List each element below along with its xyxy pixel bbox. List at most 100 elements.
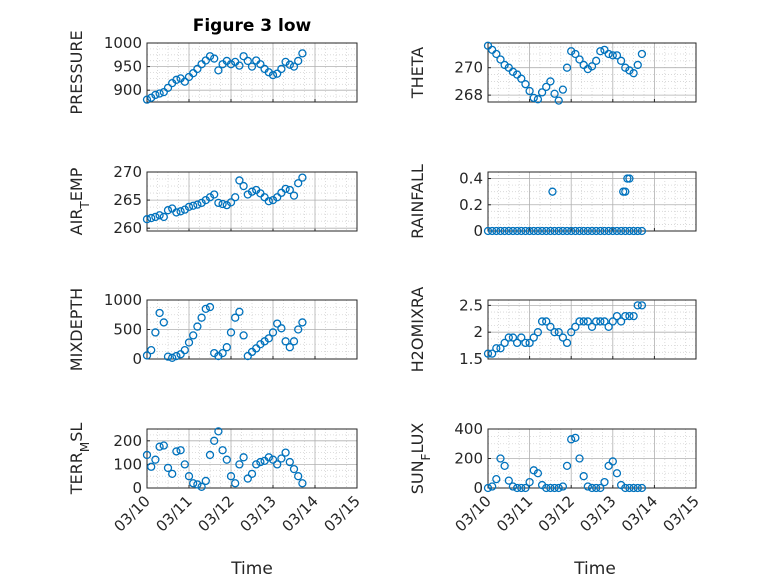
data-point <box>554 483 563 493</box>
data-point <box>596 226 605 236</box>
data-point <box>571 433 580 443</box>
data-point <box>500 60 509 70</box>
data-point <box>637 226 647 236</box>
data-point <box>583 482 592 491</box>
data-point <box>625 311 634 321</box>
y-axis-label-part: SL <box>67 423 86 442</box>
data-point <box>180 77 189 86</box>
subplot-2: 268 270 THETA <box>408 41 697 105</box>
data-point <box>147 345 156 355</box>
data-point <box>214 66 223 75</box>
data-point <box>488 349 497 358</box>
data-point <box>273 193 282 202</box>
data-point <box>163 83 173 92</box>
data-point <box>268 455 278 464</box>
y-tick-label: 260 <box>113 219 142 237</box>
data-point <box>633 60 642 70</box>
data-point <box>201 304 210 314</box>
data-point <box>189 201 198 210</box>
data-point <box>159 441 168 450</box>
data-point <box>235 460 244 469</box>
data-point <box>600 317 609 326</box>
data-point <box>629 69 638 78</box>
data-point <box>159 212 168 222</box>
data-point <box>222 455 231 464</box>
data-point <box>546 322 555 331</box>
y-axis-label-part: EMP <box>67 167 86 201</box>
y-tick-label: 100 <box>113 455 142 473</box>
plot-area <box>488 172 696 231</box>
data-point <box>243 56 252 66</box>
y-axis-label: THETA <box>408 47 427 99</box>
data-point <box>184 338 194 347</box>
data-point <box>483 41 493 50</box>
data-point <box>210 436 219 445</box>
data-point <box>504 476 513 485</box>
data-point <box>567 226 576 236</box>
data-point <box>637 301 647 310</box>
data-point <box>546 483 555 493</box>
data-point <box>239 181 248 191</box>
data-point <box>604 322 613 331</box>
y-axis-label-part: MIXDEPTH <box>67 288 86 371</box>
data-point <box>508 67 518 76</box>
data-point <box>608 51 617 60</box>
x-tick-label: 03/10 <box>452 492 495 535</box>
data-point <box>504 333 513 342</box>
data-point <box>492 226 501 236</box>
data-point <box>554 328 563 337</box>
data-point <box>142 450 152 460</box>
data-point <box>550 483 559 493</box>
data-point <box>205 52 215 61</box>
data-point <box>537 88 547 97</box>
data-point <box>277 454 286 463</box>
data-point <box>264 453 273 462</box>
plot-area <box>147 172 357 231</box>
data-point <box>633 226 642 236</box>
data-point <box>616 56 626 65</box>
data-point <box>201 476 210 486</box>
data-point <box>592 226 601 236</box>
data-point <box>521 483 530 493</box>
data-point <box>294 179 303 188</box>
data-point <box>583 226 592 236</box>
data-point <box>621 187 630 196</box>
data-point <box>180 345 189 355</box>
data-point <box>533 328 543 337</box>
y-tick-label: 1000 <box>104 34 142 52</box>
data-point <box>562 63 572 72</box>
data-point <box>197 482 206 491</box>
x-tick-label: 03/14 <box>618 492 661 535</box>
y-axis-label: SUNFLUX <box>408 423 433 495</box>
data-point <box>218 446 227 455</box>
data-point <box>612 469 622 478</box>
data-point <box>637 49 647 59</box>
data-point <box>294 56 303 66</box>
data-point <box>562 338 572 348</box>
data-point <box>231 193 240 202</box>
data-point <box>500 461 509 471</box>
data-point <box>172 351 181 361</box>
data-point <box>496 226 505 236</box>
data-point <box>252 344 261 353</box>
y-tick-label: 0 <box>473 222 483 240</box>
subplot-1: 900 950 1000 PRESSURE <box>67 30 358 115</box>
y-axis-label-part: T <box>78 201 92 210</box>
data-point <box>492 49 501 59</box>
data-point <box>525 338 534 348</box>
data-point <box>492 344 501 353</box>
data-point <box>163 352 173 361</box>
data-point <box>575 317 584 326</box>
y-tick-label: 270 <box>454 59 483 77</box>
data-point <box>616 226 626 236</box>
data-point <box>168 469 177 478</box>
data-point <box>285 60 294 69</box>
data-point <box>226 328 236 337</box>
data-point <box>172 208 181 217</box>
data-point <box>235 307 244 316</box>
data-point <box>625 66 634 75</box>
y-axis-label-part: AIR <box>67 209 86 236</box>
data-point <box>294 325 303 334</box>
